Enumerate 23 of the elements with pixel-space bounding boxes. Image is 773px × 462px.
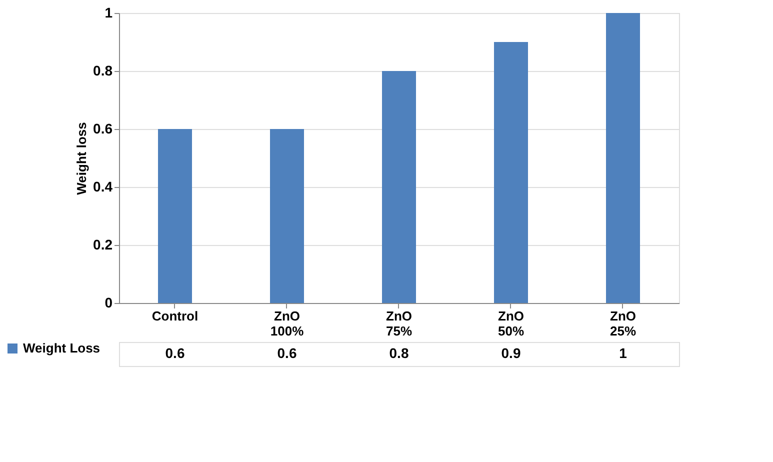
y-tick-label: 0 [104, 294, 113, 310]
x-tick-label: ZnO 25% [610, 308, 636, 338]
x-tick-label: ZnO 100% [270, 308, 304, 338]
x-tick-label: Control [152, 308, 198, 324]
data-label: 1 [619, 345, 628, 361]
bar [270, 129, 304, 303]
y-tick-label: 0.4 [93, 178, 113, 194]
bar [158, 129, 192, 303]
y-tick-label: 0.6 [93, 120, 113, 136]
legend-label: Weight Loss [23, 340, 100, 356]
data-label: 0.8 [389, 345, 409, 361]
bar [494, 42, 528, 303]
data-label: 0.6 [165, 345, 185, 361]
y-tick-label: 0.2 [93, 236, 113, 252]
x-tick-label: ZnO 75% [386, 308, 412, 338]
y-tick-label: 1 [104, 4, 113, 20]
y-tick-label: 0.8 [93, 62, 113, 78]
data-label: 0.9 [501, 345, 521, 361]
y-axis-title: Weight loss [74, 122, 90, 195]
bar [382, 71, 416, 303]
data-label: 0.6 [277, 345, 297, 361]
bar [606, 13, 640, 303]
x-tick-label: ZnO 50% [498, 308, 524, 338]
